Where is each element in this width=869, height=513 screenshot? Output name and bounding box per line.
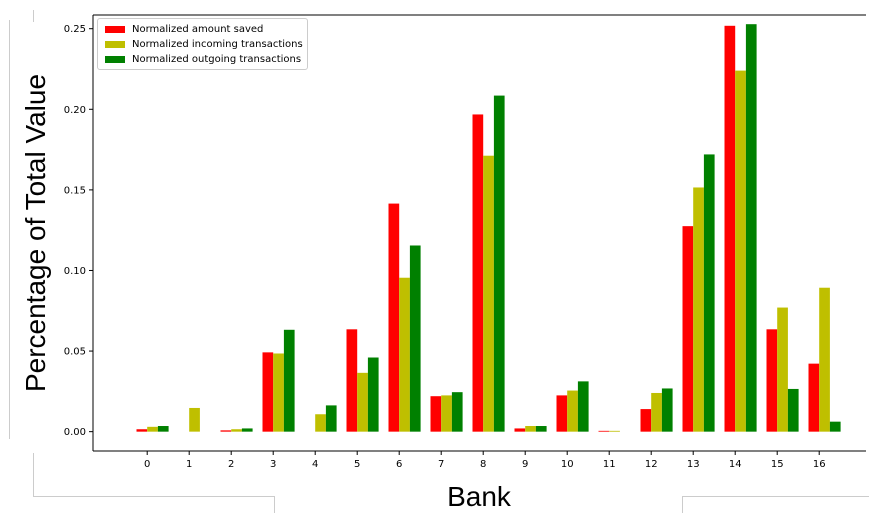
bar-series-2-cat-16 [829, 421, 841, 432]
bar-series-1-cat-16 [819, 287, 830, 432]
x-tick-label-13: 13 [687, 459, 700, 470]
x-tick-label-8: 8 [480, 459, 486, 470]
x-tick-label-10: 10 [561, 459, 574, 470]
x-tick-label-14: 14 [729, 459, 742, 470]
chart-legend: Normalized amount saved Normalized incom… [97, 18, 308, 70]
x-tick-label-11: 11 [603, 459, 616, 470]
x-tick-label-15: 15 [771, 459, 784, 470]
bar-series-2-cat-13 [703, 154, 715, 432]
bar-series-0-cat-8 [472, 114, 484, 432]
bar-series-0-cat-0 [136, 429, 148, 432]
x-tick-label-4: 4 [312, 459, 318, 470]
y-tick-label-4: 0.20 [64, 105, 86, 116]
bar-series-0-cat-6 [388, 203, 400, 432]
frame-line-bottom-left [33, 496, 275, 497]
bar-series-2-cat-9 [535, 426, 547, 432]
x-tick-label-7: 7 [438, 459, 444, 470]
legend-label-outgoing: Normalized outgoing transactions [132, 53, 302, 65]
bar-series-1-cat-2 [231, 429, 242, 432]
bar-series-0-cat-15 [766, 329, 778, 432]
bar-series-0-cat-10 [556, 395, 568, 432]
x-tick-label-5: 5 [354, 459, 360, 470]
bar-series-1-cat-4 [315, 414, 326, 432]
x-tick-label-6: 6 [396, 459, 402, 470]
frame-line-left-top [33, 10, 34, 22]
bar-series-1-cat-3 [273, 353, 284, 432]
x-tick-label-9: 9 [522, 459, 528, 470]
legend-swatch-incoming [105, 40, 125, 48]
x-tick-label-0: 0 [144, 459, 150, 470]
bar-series-1-cat-13 [693, 187, 704, 432]
x-tick-label-16: 16 [813, 459, 826, 470]
bar-series-1-cat-0 [147, 426, 158, 432]
legend-label-incoming: Normalized incoming transactions [132, 38, 303, 50]
bar-series-2-cat-7 [451, 392, 463, 432]
bar-series-2-cat-3 [283, 329, 295, 432]
bar-series-1-cat-8 [483, 155, 494, 432]
legend-swatch-amount-saved [105, 25, 125, 33]
bar-series-1-cat-7 [441, 395, 452, 432]
frame-line-left-bottom [33, 453, 34, 497]
frame-line-left [9, 20, 10, 439]
bar-series-0-cat-9 [514, 428, 526, 432]
y-tick-label-0: 0.00 [64, 427, 86, 438]
bar-series-1-cat-11 [609, 430, 620, 432]
bar-series-2-cat-6 [409, 245, 421, 432]
legend-item-outgoing: Normalized outgoing transactions [105, 52, 301, 66]
y-tick-label-2: 0.10 [64, 266, 86, 277]
bar-series-2-cat-5 [367, 357, 379, 432]
frame-line-bottom-right-tick [682, 496, 683, 513]
bar-series-1-cat-5 [357, 372, 368, 432]
bar-series-1-cat-15 [777, 307, 788, 432]
bar-series-0-cat-12 [640, 409, 652, 432]
legend-swatch-outgoing [105, 55, 125, 63]
bar-series-1-cat-10 [567, 390, 578, 432]
legend-item-incoming: Normalized incoming transactions [105, 37, 303, 51]
x-tick-label-12: 12 [645, 459, 658, 470]
y-axis-label: Percentage of Total Value [20, 73, 51, 393]
bar-series-0-cat-16 [808, 363, 820, 432]
x-tick-label-3: 3 [270, 459, 276, 470]
bar-series-1-cat-1 [189, 407, 200, 432]
bar-series-0-cat-3 [262, 352, 274, 432]
legend-label-amount-saved: Normalized amount saved [132, 23, 264, 35]
bar-series-2-cat-12 [661, 388, 673, 432]
bar-series-1-cat-9 [525, 426, 536, 432]
bar-series-0-cat-11 [598, 430, 610, 432]
bar-series-1-cat-14 [735, 70, 746, 432]
bar-series-0-cat-2 [220, 430, 232, 432]
y-tick-label-5: 0.25 [64, 24, 86, 35]
bar-series-2-cat-4 [325, 405, 337, 432]
x-tick-label-2: 2 [228, 459, 234, 470]
bar-series-1-cat-6 [399, 277, 410, 432]
x-tick-label-1: 1 [186, 459, 192, 470]
bar-series-2-cat-10 [577, 381, 589, 432]
bar-series-0-cat-5 [346, 329, 358, 432]
bar-series-2-cat-14 [745, 24, 757, 432]
bar-series-1-cat-12 [651, 392, 662, 432]
frame-line-bottom-right [682, 496, 869, 497]
bar-series-0-cat-14 [724, 25, 736, 432]
x-axis-label: Bank [447, 481, 511, 512]
frame-line-bottom-left-tick [274, 496, 275, 513]
bar-series-2-cat-2 [241, 428, 253, 432]
legend-item-amount-saved: Normalized amount saved [105, 22, 263, 36]
bar-series-2-cat-8 [493, 95, 505, 432]
y-tick-label-1: 0.05 [64, 347, 86, 358]
y-tick-label-3: 0.15 [64, 185, 86, 196]
bar-series-2-cat-0 [157, 426, 169, 432]
bar-series-0-cat-7 [430, 396, 442, 432]
bar-series-0-cat-13 [682, 226, 694, 432]
bar-series-2-cat-15 [787, 388, 799, 432]
